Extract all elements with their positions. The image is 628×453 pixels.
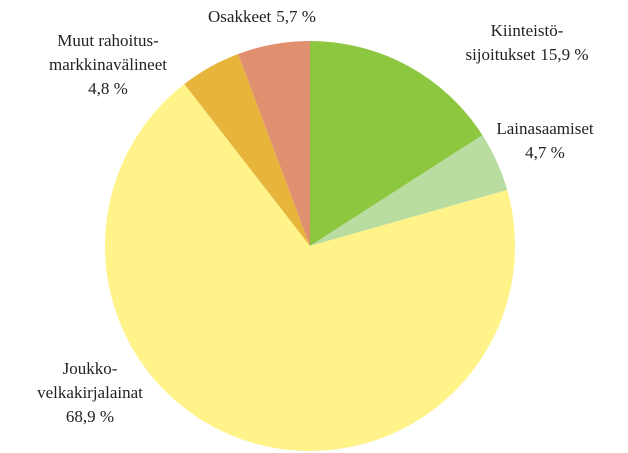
pie-slice <box>238 41 310 246</box>
category-label: velkakirjalainat <box>37 383 143 402</box>
value-label: 5,7 % <box>276 7 316 26</box>
category-label: Lainasaamiset <box>496 119 594 138</box>
pie-slice <box>310 41 483 246</box>
category-label: Kiinteistö- <box>491 21 564 40</box>
value-label: 68,9 % <box>66 407 114 426</box>
value-label: 15,9 % <box>540 45 588 64</box>
slice-label: Osakkeet 5,7 % <box>208 7 316 26</box>
category-label: Osakkeet <box>208 7 272 26</box>
category-label: sijoitukset <box>465 45 535 64</box>
category-label: Muut rahoitus- <box>57 31 159 50</box>
slice-label: Joukko-velkakirjalainat 68,9 % <box>37 359 143 426</box>
value-label: 4,8 % <box>88 79 128 98</box>
slice-label: Lainasaamiset 4,7 % <box>496 119 594 162</box>
pie-slice <box>310 135 508 246</box>
slice-label: Kiinteistö-sijoitukset 15,9 % <box>465 21 588 64</box>
pie-slice <box>104 84 515 452</box>
pie-slice <box>184 54 310 246</box>
slice-label: Muut rahoitus-markkinavälineet 4,8 % <box>49 31 167 98</box>
category-label: Joukko- <box>63 359 118 378</box>
value-label: 4,7 % <box>525 143 565 162</box>
category-label: markkinavälineet <box>49 55 167 74</box>
